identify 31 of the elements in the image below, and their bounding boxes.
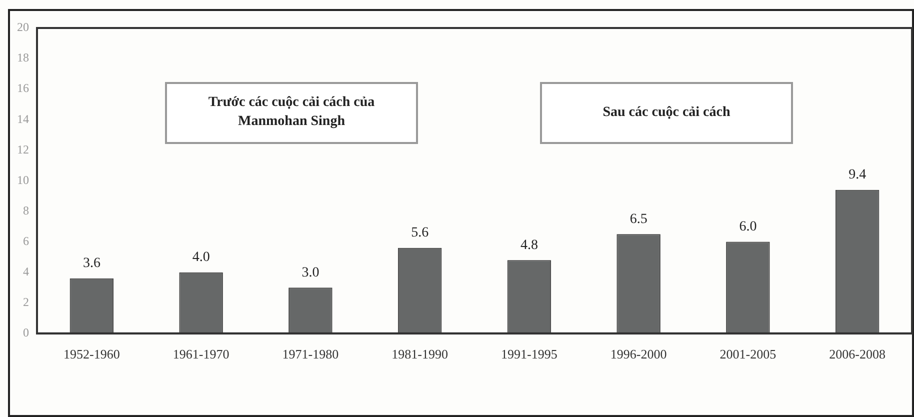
note-box: Sau các cuộc cải cách bbox=[540, 82, 793, 144]
x-tick-label: 2001-2005 bbox=[720, 346, 776, 362]
y-tick-label: 6 bbox=[23, 234, 29, 248]
y-tick-label: 10 bbox=[17, 172, 29, 187]
y-tick-label: 14 bbox=[17, 112, 29, 126]
y-tick-label: 16 bbox=[17, 81, 29, 96]
annotation: Sau các cuộc cải cách bbox=[602, 104, 730, 122]
data-label: 6.5 bbox=[630, 212, 648, 227]
y-tick-label: 0 bbox=[23, 326, 29, 340]
y-tick-label: 12 bbox=[17, 142, 29, 156]
x-tick-label: 2006-2008 bbox=[829, 346, 886, 362]
note-box: Trước các cuộc cải cách của Manmohan Singh bbox=[165, 82, 418, 144]
data-label: 9.4 bbox=[848, 168, 866, 183]
x-tick-label: 1952-1960 bbox=[64, 346, 120, 362]
x-tick-label: 1961-1970 bbox=[172, 346, 230, 362]
x-tick-label: 1991-1995 bbox=[501, 346, 558, 362]
y-tick-label: 18 bbox=[17, 50, 29, 65]
y-tick-label: 2 bbox=[23, 295, 29, 310]
data-label: 3.6 bbox=[82, 256, 100, 272]
data-label: 4.8 bbox=[520, 238, 538, 253]
annotation: Trước các cuộc cải cách của Manmohan Singh bbox=[207, 94, 376, 131]
y-tick-label: 20 bbox=[17, 20, 29, 34]
x-tick-label: 1981-1990 bbox=[392, 346, 448, 362]
data-label: 5.6 bbox=[411, 226, 429, 241]
x-tick-label: 1996-2000 bbox=[610, 346, 667, 362]
data-label: 3.0 bbox=[302, 265, 320, 280]
y-tick-label: 4 bbox=[23, 264, 29, 278]
data-label: 4.0 bbox=[192, 250, 210, 265]
data-label: 6.0 bbox=[739, 219, 757, 234]
x-tick-label: 1971-1980 bbox=[282, 346, 339, 362]
y-tick-label: 8 bbox=[23, 203, 29, 218]
